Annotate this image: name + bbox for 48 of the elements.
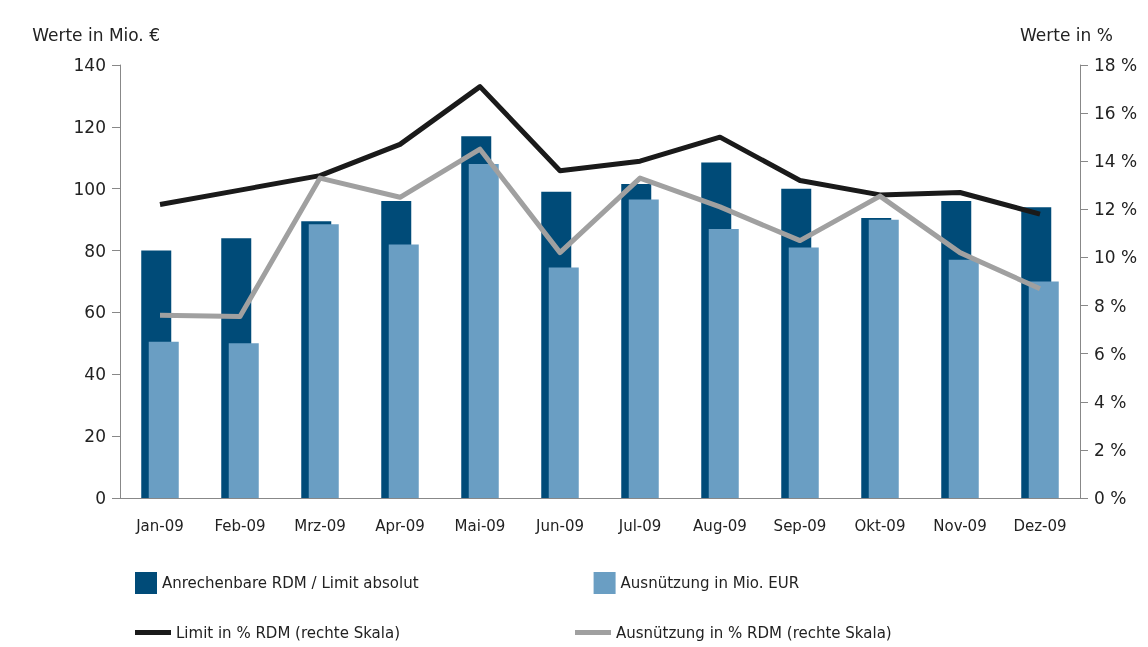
legend-label: Ausnützung in % RDM (rechte Skala) [616, 623, 892, 642]
y2-tick-label: 18 % [1094, 55, 1138, 75]
x-tick-label: Jun-09 [535, 516, 584, 535]
y-tick-label: 120 [73, 116, 106, 137]
x-tick-label: Jul-09 [617, 516, 662, 535]
y-tick-label: 100 [73, 178, 106, 199]
y-tick-label: 40 [84, 364, 106, 385]
y2-tick-label: 16 % [1094, 103, 1138, 124]
y2-tick-label: 10 % [1094, 247, 1138, 268]
y2-tick-label: 12 % [1094, 199, 1138, 220]
bar [228, 343, 259, 498]
y2-tick-label: 0 % [1094, 488, 1127, 508]
legend-label: Anrechenbare RDM / Limit absolut [162, 574, 419, 592]
bar [868, 219, 899, 498]
y-tick-label: 0 [95, 488, 106, 508]
y-tick-label: 80 [84, 240, 106, 261]
y2-tick-label: 14 % [1094, 151, 1138, 172]
y2-tick-label: 8 % [1094, 295, 1127, 316]
bar [468, 163, 499, 498]
y-tick-label: 20 [84, 426, 106, 447]
x-tick-label: Mrz-09 [294, 516, 346, 535]
legend-label: Ausnützung in Mio. EUR [620, 574, 800, 592]
bar [1028, 281, 1059, 498]
x-tick-label: Dez-09 [1013, 516, 1067, 535]
y2-tick-label: 6 % [1094, 343, 1127, 364]
bar [948, 259, 979, 498]
bar [708, 228, 739, 498]
x-tick-label: Apr-09 [375, 516, 425, 535]
x-tick-label: Sep-09 [773, 516, 827, 535]
x-tick-label: Jan-09 [135, 516, 184, 535]
bar [388, 244, 419, 498]
x-tick-label: Mai-09 [454, 516, 506, 535]
bar [148, 341, 179, 498]
bar [788, 247, 819, 498]
bar [548, 267, 579, 498]
legend-label: Limit in % RDM (rechte Skala) [176, 623, 400, 642]
y-axis-title: Werte in Mio. € [32, 24, 160, 45]
y2-tick-label: 4 % [1094, 391, 1127, 412]
y2-axis-title: Werte in % [1020, 24, 1113, 45]
x-tick-label: Feb-09 [214, 516, 266, 535]
y-tick-label: 60 [84, 302, 106, 323]
x-tick-label: Aug-09 [693, 516, 747, 535]
y2-tick-label: 2 % [1094, 439, 1127, 460]
bar [308, 224, 339, 498]
x-tick-label: Nov-09 [933, 516, 987, 535]
bar [628, 199, 659, 498]
y-tick-label: 140 [73, 55, 106, 75]
x-tick-label: Okt-09 [854, 516, 906, 535]
